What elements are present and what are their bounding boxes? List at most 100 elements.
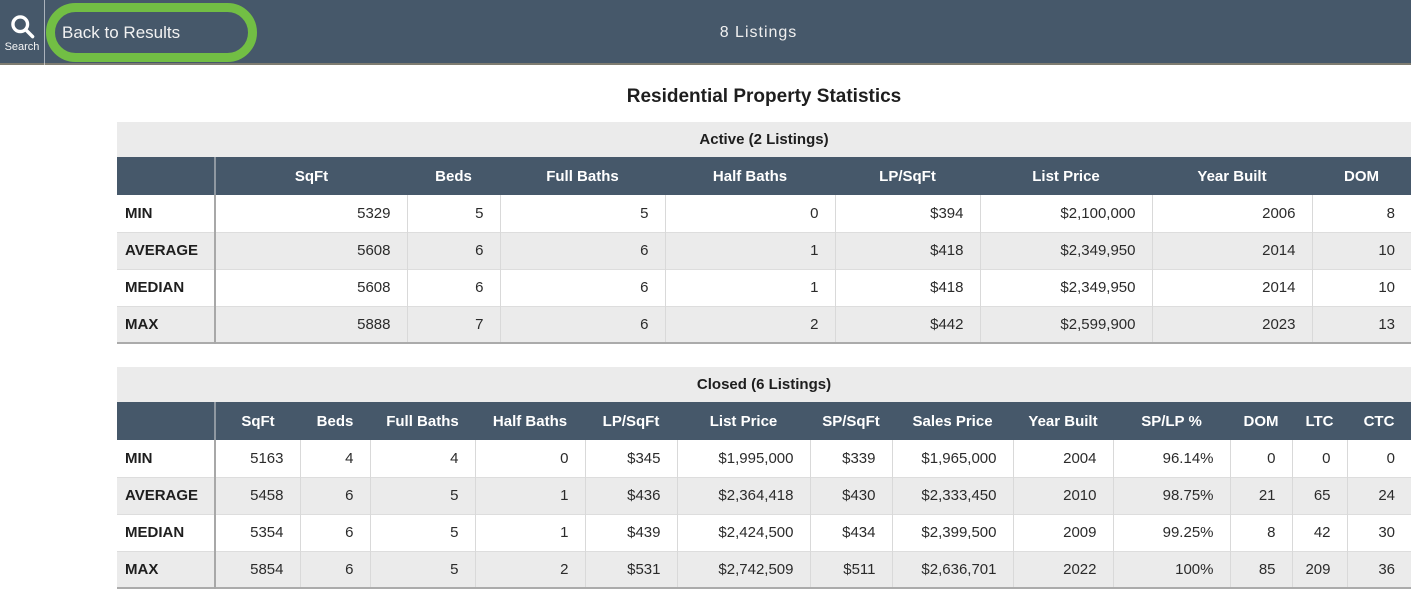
back-to-results-button[interactable]: Back to Results <box>62 0 180 65</box>
column-header <box>117 402 216 440</box>
column-header: Full Baths <box>500 157 665 195</box>
stat-cell: 0 <box>1291 440 1347 477</box>
stat-cell: 5608 <box>357 242 391 259</box>
stat-cell: 6 <box>299 551 370 588</box>
stat-cell: 2014 <box>1151 232 1312 269</box>
stat-cell: 2014 <box>1151 269 1312 306</box>
column-header: Half Baths <box>665 157 835 195</box>
header-row: SqFt Beds Full Baths Half Baths LP/SqFt List … <box>117 402 1411 440</box>
topbar-divider <box>44 0 45 65</box>
row-label: MAX <box>117 551 216 588</box>
stat-cell: 2009 <box>1012 514 1113 551</box>
column-header: LP/SqFt <box>835 157 980 195</box>
stat-cell: 2006 <box>1151 195 1312 232</box>
stat-cell: 5 <box>499 195 665 232</box>
top-bar: Search Back to Results 8 Listings <box>0 0 1411 65</box>
row-label: MIN <box>117 195 216 232</box>
column-header: Full Baths <box>370 402 475 440</box>
stat-cell: $2,349,950 <box>979 232 1152 269</box>
stat-cell: $418 <box>834 232 980 269</box>
stat-cell: 100% <box>1112 551 1230 588</box>
column-header: List Price <box>677 402 810 440</box>
stat-cell: $531 <box>584 551 677 588</box>
stat-cell: 0 <box>1346 440 1411 477</box>
stat-cell: 4 <box>299 440 370 477</box>
stat-cell: 2022 <box>1012 551 1113 588</box>
table-section-title: Active (2 Listings) <box>117 122 1411 157</box>
stat-cell: $2,364,418 <box>676 477 810 514</box>
stat-cell: 30 <box>1346 514 1411 551</box>
row-label: AVERAGE <box>117 232 216 269</box>
table-row: AVERAGE 5608 6 6 1 $418 $2,349,950 2014 10 <box>117 232 1411 269</box>
statistics-content: Residential Property Statistics Active (… <box>117 86 1411 589</box>
stat-cell: 21 <box>1229 477 1292 514</box>
stat-cell: $345 <box>584 440 677 477</box>
stats-table: SqFt Beds Full Baths Half Baths LP/SqFt List … <box>117 402 1411 589</box>
stat-cell: 1 <box>474 514 585 551</box>
stat-cell: 2 <box>664 306 835 343</box>
table-row: MEDIAN 5608 6 6 1 $418 $2,349,950 2014 10 <box>117 269 1411 306</box>
stat-cell: 2010 <box>1012 477 1113 514</box>
stat-cell: $439 <box>584 514 677 551</box>
stat-cell: $2,424,500 <box>676 514 810 551</box>
table-row: MAX 5888 7 6 2 $442 $2,599,900 2023 13 <box>117 306 1411 343</box>
row-label: MEDIAN <box>117 269 216 306</box>
stat-cell: 6 <box>299 477 370 514</box>
stat-cell: 5 <box>369 551 475 588</box>
stat-cell: 6 <box>406 269 500 306</box>
table-row: AVERAGE 5458 6 5 1 $436 $2,364,418 $430 $2,333,4… <box>117 477 1411 514</box>
stat-cell: 0 <box>1229 440 1292 477</box>
stat-cell: 5163 <box>250 449 284 467</box>
column-header: Beds <box>407 157 500 195</box>
search-button-label: Search <box>4 40 40 53</box>
stat-cell: 1 <box>664 269 835 306</box>
stat-cell: 6 <box>299 514 370 551</box>
stat-cell: 2023 <box>1151 306 1312 343</box>
stat-cell: $2,100,000 <box>979 195 1152 232</box>
table-section-title: Closed (6 Listings) <box>117 367 1411 402</box>
stat-cell: 0 <box>474 440 585 477</box>
stat-cell: $436 <box>584 477 677 514</box>
stat-cell: 4 <box>369 440 475 477</box>
stat-cell: 10 <box>1311 232 1411 269</box>
stat-cell: 8 <box>1229 514 1292 551</box>
row-label: MAX <box>117 306 216 343</box>
closed-listings-section: Closed (6 Listings) SqFt Beds Full Baths Hal… <box>117 367 1411 589</box>
stat-cell: 1 <box>664 232 835 269</box>
stat-cell: 5888 <box>357 315 391 333</box>
stat-cell: 7 <box>406 306 500 343</box>
column-header: LTC <box>1292 402 1347 440</box>
active-listings-section: Active (2 Listings) SqFt Beds Full Baths Hal… <box>117 122 1411 344</box>
search-icon <box>10 14 34 38</box>
stat-cell: 1 <box>474 477 585 514</box>
stat-cell: 6 <box>499 269 665 306</box>
stat-cell: 5 <box>369 477 475 514</box>
stat-cell: 5608 <box>357 279 391 296</box>
stat-cell: 5854 <box>250 560 284 578</box>
stat-cell: 6 <box>499 306 665 343</box>
stat-cell: 13 <box>1311 306 1411 343</box>
table-row: MIN 5329 5 5 0 $394 $2,100,000 2006 8 <box>117 195 1411 232</box>
stat-cell: $511 <box>809 551 892 588</box>
row-label: MEDIAN <box>117 514 216 551</box>
stat-cell: $2,636,701 <box>891 551 1013 588</box>
search-button[interactable]: Search <box>0 0 44 65</box>
stat-cell: 6 <box>406 232 500 269</box>
stat-cell: 8 <box>1311 195 1411 232</box>
listings-count: 8 Listings <box>719 23 798 41</box>
stat-cell: $2,742,509 <box>676 551 810 588</box>
app-root: Search Back to Results 8 Listings Reside… <box>0 0 1411 589</box>
column-header: Half Baths <box>475 402 585 440</box>
column-header: Year Built <box>1013 402 1113 440</box>
stat-cell: 36 <box>1346 551 1411 588</box>
row-label: MIN <box>117 440 216 477</box>
column-header: SqFt <box>215 157 407 195</box>
column-header: SqFt <box>215 402 300 440</box>
stat-cell: 98.75% <box>1112 477 1230 514</box>
stat-cell: 99.25% <box>1112 514 1230 551</box>
column-header: DOM <box>1230 402 1292 440</box>
column-header: LP/SqFt <box>585 402 677 440</box>
column-header: SP/LP % <box>1113 402 1230 440</box>
page-title: Residential Property Statistics <box>626 86 902 107</box>
header-row: SqFt Beds Full Baths Half Baths LP/SqFt List … <box>117 157 1411 195</box>
